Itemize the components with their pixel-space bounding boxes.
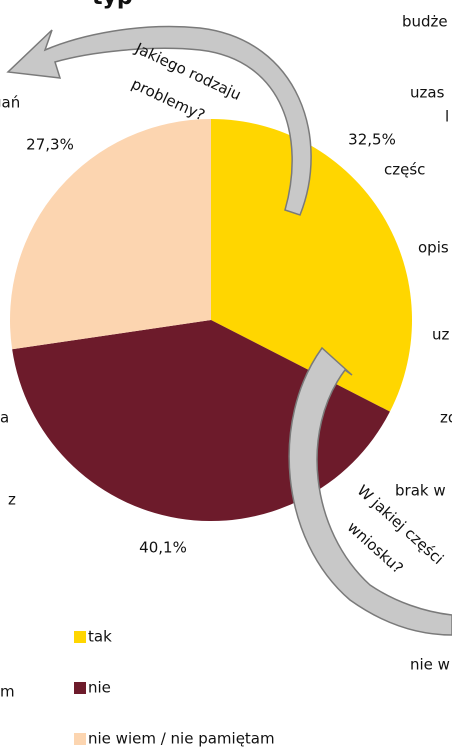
cut-label: m: [0, 683, 15, 701]
cut-label: uzas: [410, 84, 445, 102]
legend-swatch: [74, 733, 86, 745]
cut-label: l: [445, 108, 449, 126]
arrow-top: [6, 25, 312, 216]
cut-label: a: [0, 409, 9, 427]
legend-label: tak: [88, 628, 112, 646]
data-label: 40,1%: [139, 539, 187, 557]
arrow-bottom: [288, 346, 452, 636]
data-label: 27,3%: [26, 136, 74, 154]
pie-slice: [10, 119, 211, 350]
legend-swatch: [74, 631, 86, 643]
cut-label: zo: [440, 409, 452, 427]
cut-label: brak w: [395, 482, 446, 500]
cut-label: uz: [432, 326, 450, 344]
cut-label: gań: [0, 94, 20, 112]
pie: [10, 119, 413, 521]
cut-label: opis: [418, 239, 449, 257]
cut-label: z: [8, 491, 16, 509]
legend-swatch: [74, 682, 86, 694]
cut-label: nie w: [410, 656, 450, 674]
cut-label: częśc: [384, 161, 425, 179]
legend-label: nie wiem / nie pamiętam: [88, 730, 275, 748]
pie-slice: [211, 119, 413, 412]
legend-label: nie: [88, 679, 111, 697]
chart-title: typ: [92, 0, 133, 10]
data-label: 32,5%: [348, 131, 396, 149]
cut-label: budże: [402, 13, 448, 31]
